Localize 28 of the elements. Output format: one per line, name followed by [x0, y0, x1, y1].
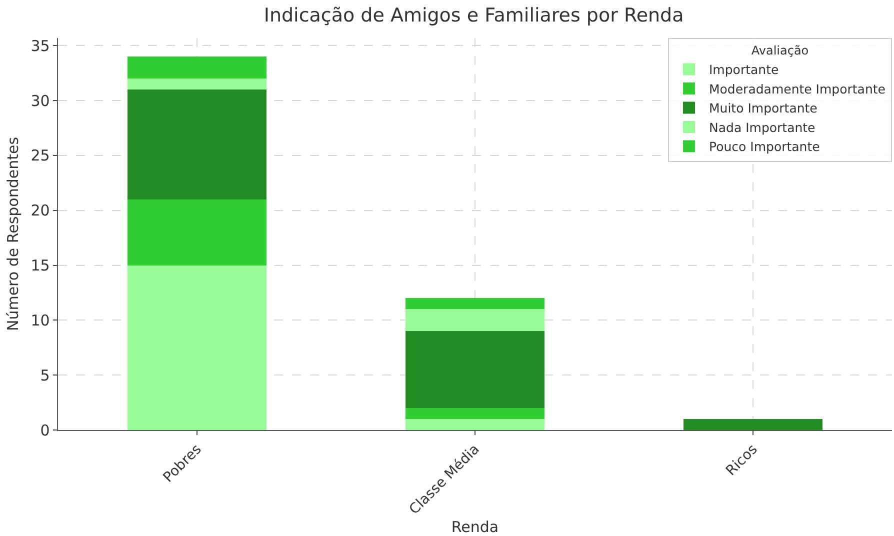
y-tick-label: 0	[40, 421, 50, 440]
legend-label: Nada Importante	[709, 120, 816, 135]
bar	[684, 419, 822, 430]
chart-title: Indicação de Amigos e Familiares por Renda	[264, 4, 684, 26]
bar	[128, 90, 266, 200]
bar	[406, 419, 544, 430]
bar	[406, 309, 544, 332]
y-tick-label: 35	[30, 36, 50, 55]
y-tick-label: 20	[30, 202, 50, 220]
bar	[406, 408, 544, 420]
legend-label: Importante	[709, 62, 779, 78]
y-tick-label: 5	[40, 366, 50, 384]
y-tick-label: 25	[30, 146, 50, 165]
bar	[128, 56, 266, 79]
bar	[406, 331, 544, 408]
x-axis-title: Renda	[451, 518, 499, 536]
bar	[128, 265, 266, 430]
bar	[128, 199, 266, 266]
y-tick-label: 30	[30, 92, 50, 110]
legend-label: Muito Importante	[709, 100, 818, 116]
bar	[128, 78, 266, 90]
y-axis-title: Número de Respondentes	[4, 136, 22, 332]
legend-label: Pouco Importante	[709, 139, 820, 154]
legend-label: Moderadamente Importante	[709, 81, 886, 96]
y-tick-label: 10	[30, 311, 50, 330]
y-tick-label: 15	[30, 256, 50, 275]
legend-title: Avaliação	[751, 44, 809, 58]
bar	[406, 298, 544, 310]
